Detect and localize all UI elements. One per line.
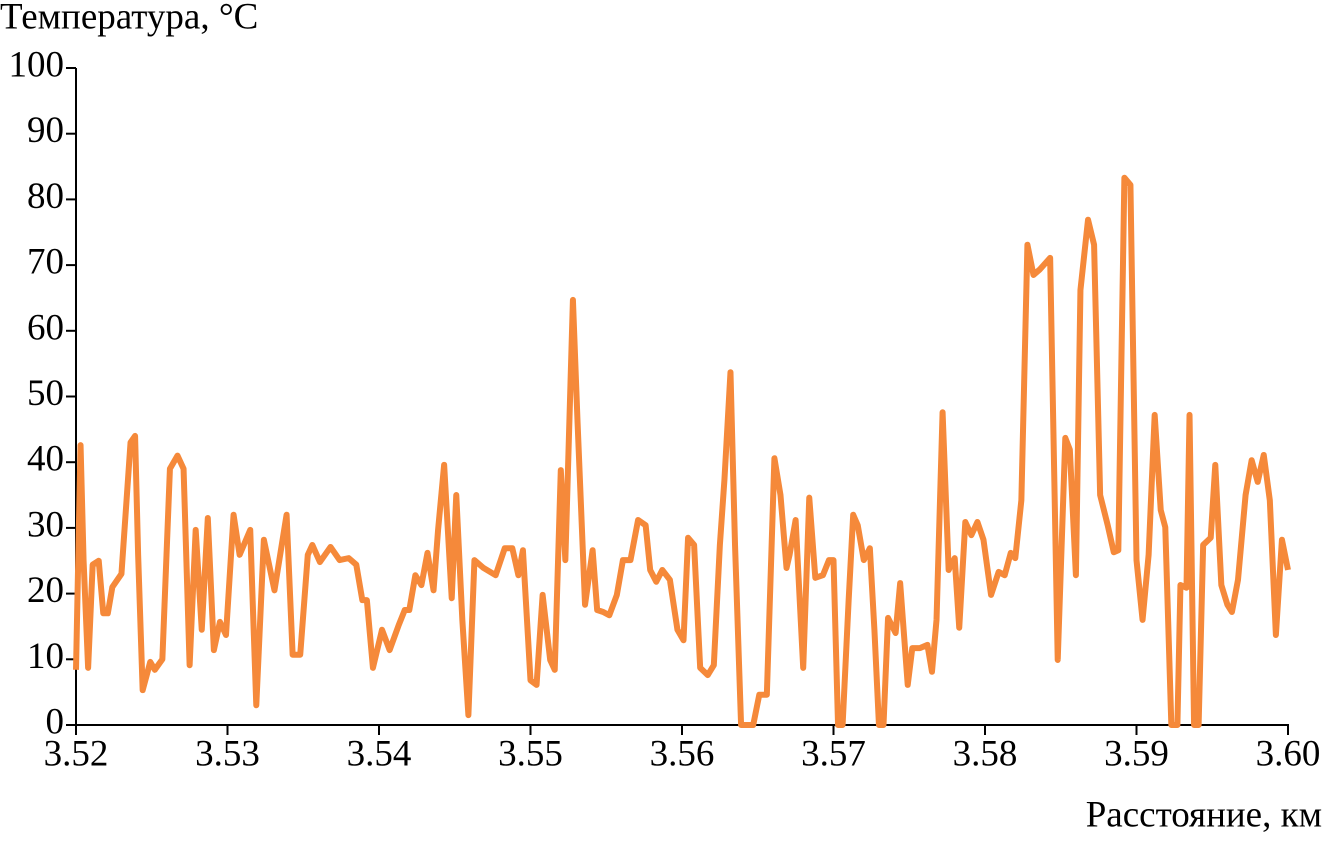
y-tick-label: 20: [27, 570, 64, 611]
x-tick-label: 3.57: [801, 733, 866, 774]
x-tick-label: 3.56: [650, 733, 715, 774]
x-tick-label: 3.55: [498, 733, 563, 774]
x-tick-label: 3.54: [347, 733, 412, 774]
y-tick-label: 50: [27, 373, 64, 414]
y-tick-label: 80: [27, 176, 64, 217]
x-tick-label: 3.53: [195, 733, 260, 774]
y-tick-label: 70: [27, 242, 64, 283]
y-tick-label: 10: [27, 636, 64, 677]
x-tick-label: 3.60: [1256, 733, 1321, 774]
y-tick-label: 90: [27, 110, 64, 151]
y-axis-label: Температура, °C: [0, 0, 258, 37]
data-line: [73, 174, 1291, 728]
y-tick-label: 100: [9, 44, 65, 85]
x-tick-label: 3.52: [44, 733, 109, 774]
y-tick-label: 0: [46, 701, 65, 742]
y-tick-label: 60: [27, 307, 64, 348]
x-tick-label: 3.58: [953, 733, 1018, 774]
x-axis-label: Расстояние, км: [1086, 794, 1322, 835]
y-tick-label: 40: [27, 439, 64, 480]
y-tick-label: 30: [27, 504, 64, 545]
x-tick-label: 3.59: [1104, 733, 1169, 774]
